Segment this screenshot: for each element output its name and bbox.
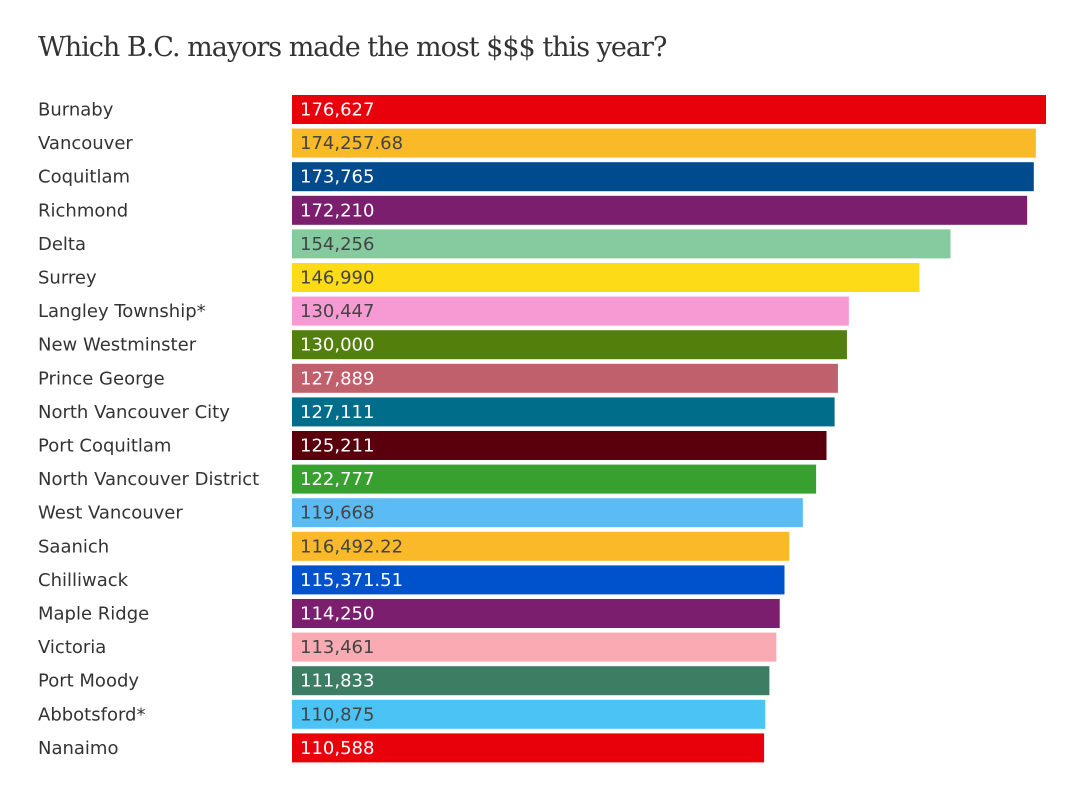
bar: [292, 733, 765, 763]
category-label: Burnaby: [38, 100, 114, 121]
bar: [292, 464, 817, 494]
bar: [292, 95, 1046, 124]
category-label: Saanich: [38, 536, 109, 557]
category-label: Chilliwack: [38, 570, 129, 591]
category-label: Richmond: [38, 200, 128, 221]
bar: [292, 431, 827, 460]
category-label: Prince George: [38, 368, 165, 389]
value-label: 127,111: [300, 402, 374, 423]
value-label: 154,256: [300, 234, 374, 255]
category-label: North Vancouver District: [38, 469, 259, 490]
value-label: 146,990: [300, 268, 374, 289]
category-label: New Westminster: [38, 335, 197, 356]
value-label: 130,000: [300, 335, 374, 356]
bar: [292, 632, 777, 662]
category-label: North Vancouver City: [38, 402, 230, 423]
value-label: 111,833: [300, 671, 374, 692]
bar: [292, 330, 847, 360]
bar: [292, 229, 951, 259]
category-label: Coquitlam: [38, 167, 130, 188]
value-label: 115,371.51: [300, 570, 403, 591]
category-label: Langley Township*: [38, 301, 206, 322]
bar: [292, 128, 1036, 158]
value-label: 110,588: [300, 738, 374, 759]
category-label: Victoria: [38, 637, 106, 658]
bar: [292, 363, 838, 393]
category-label: Port Coquitlam: [38, 436, 171, 457]
value-label: 125,211: [300, 436, 374, 457]
value-label: 110,875: [300, 704, 374, 725]
category-label: Maple Ridge: [38, 604, 149, 625]
category-label: Surrey: [38, 268, 97, 289]
category-label: West Vancouver: [38, 503, 183, 524]
bar: [292, 162, 1034, 192]
bar: [292, 397, 835, 427]
category-label: Nanaimo: [38, 738, 118, 759]
value-label: 172,210: [300, 200, 374, 221]
bar: [292, 599, 780, 628]
bar: [292, 531, 790, 561]
value-label: 119,668: [300, 503, 374, 524]
bar: [292, 565, 785, 595]
bar: [292, 498, 803, 528]
chart-title: Which B.C. mayors made the most $$$ this…: [38, 32, 667, 63]
bar: [292, 195, 1028, 225]
value-label: 127,889: [300, 368, 374, 389]
value-label: 113,461: [300, 637, 374, 658]
value-label: 173,765: [300, 167, 374, 188]
value-label: 130,447: [300, 301, 374, 322]
bar: [292, 699, 766, 729]
value-label: 116,492.22: [300, 536, 403, 557]
category-label: Abbotsford*: [38, 704, 145, 725]
category-label: Port Moody: [38, 671, 139, 692]
bar: [292, 263, 920, 292]
value-label: 114,250: [300, 604, 374, 625]
value-label: 176,627: [300, 100, 374, 121]
category-label: Delta: [38, 234, 86, 255]
value-label: 122,777: [300, 469, 374, 490]
bar: [292, 296, 849, 326]
value-label: 174,257.68: [300, 133, 403, 154]
bar: [292, 666, 770, 696]
category-label: Vancouver: [38, 133, 133, 154]
